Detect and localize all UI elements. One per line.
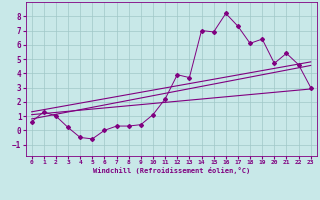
X-axis label: Windchill (Refroidissement éolien,°C): Windchill (Refroidissement éolien,°C) bbox=[92, 167, 250, 174]
